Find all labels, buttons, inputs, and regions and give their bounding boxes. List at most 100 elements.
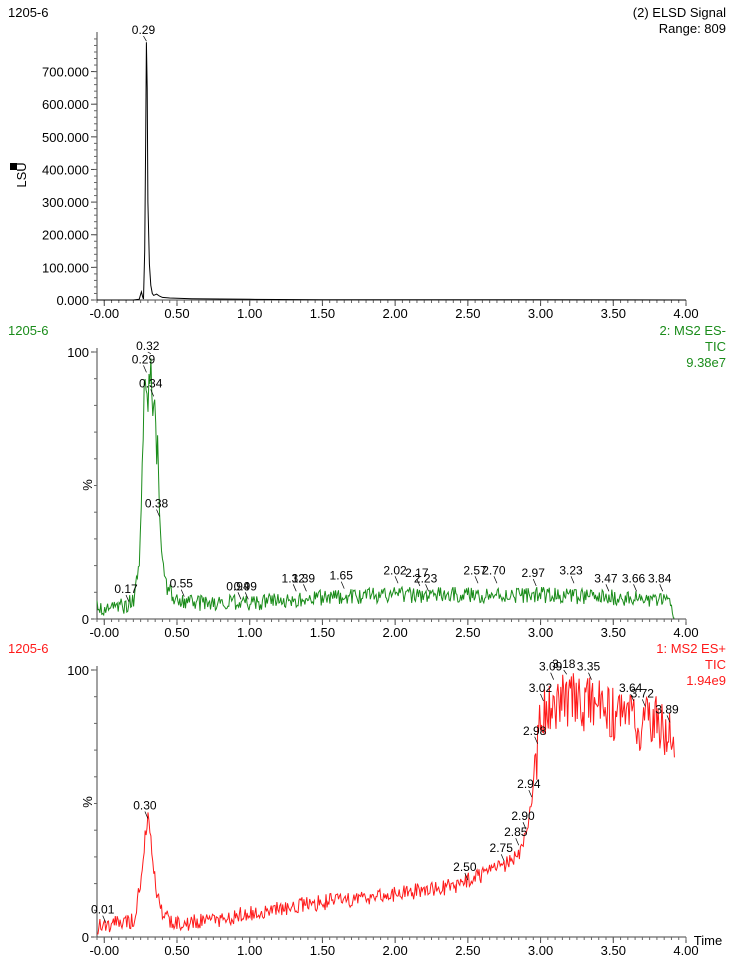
ms-negative-peak-label: 2.70 bbox=[482, 563, 506, 577]
ms-positive-peak-leader bbox=[528, 790, 533, 798]
ms-positive-title-line-2: TIC bbox=[705, 657, 726, 672]
ms-negative-peak-leader bbox=[147, 351, 151, 354]
ms-positive-peak-leader bbox=[588, 672, 592, 680]
ms-negative-peak-leader bbox=[493, 576, 498, 584]
ms-negative-peak-label: 0.99 bbox=[234, 579, 258, 593]
ms-positive-x-tick-label: 3.00 bbox=[528, 943, 553, 958]
elsd-x-tick-label: 3.00 bbox=[528, 306, 553, 321]
ms-negative-x-tick-label: 0.50 bbox=[164, 625, 189, 640]
ms-positive-panel: 1205-6 1: MS2 ES+ TIC 1.94e9 % Time -0.0… bbox=[8, 641, 726, 958]
elsd-y-tick-label: 100.000 bbox=[42, 260, 89, 275]
ms-positive-x-tick-label: 3.50 bbox=[601, 943, 626, 958]
elsd-x-tick-label: -0.00 bbox=[89, 306, 119, 321]
ms-positive-y-tick-label: 100 bbox=[67, 663, 89, 678]
elsd-y-tick-label: 500.000 bbox=[42, 130, 89, 145]
ms-positive-x-tick-label: 1.50 bbox=[310, 943, 335, 958]
ms-positive-peak-label: 3.09 bbox=[539, 660, 563, 674]
ms-negative-peak-leader bbox=[340, 581, 345, 589]
elsd-peak-label: 0.29 bbox=[132, 23, 156, 37]
ms-negative-title-line-3: 9.38e7 bbox=[686, 355, 726, 370]
ms-negative-peak-leader bbox=[532, 578, 537, 587]
ms-negative-peak-leader bbox=[125, 594, 130, 603]
ms-positive-title-line-1: 1: MS2 ES+ bbox=[656, 641, 726, 656]
ms-positive-x-tick-label: 2.00 bbox=[382, 943, 407, 958]
ms-positive-trace-line bbox=[96, 673, 675, 935]
ms-positive-title-line-3: 1.94e9 bbox=[686, 673, 726, 688]
ms-negative-peak-label: 3.66 bbox=[622, 571, 646, 585]
ms-negative-panel: 1205-6 2: MS2 ES- TIC 9.38e7 % -0.00 0.50… bbox=[8, 323, 726, 640]
ms-negative-peak-leader bbox=[474, 576, 479, 584]
ms-negative-peak-leader bbox=[425, 584, 429, 592]
ms-positive-peak-label: 0.30 bbox=[133, 799, 157, 813]
ms-negative-trace-line bbox=[96, 358, 675, 619]
ms-positive-x-tick-label: -0.00 bbox=[89, 943, 119, 958]
ms-positive-peak-leader bbox=[534, 736, 538, 744]
elsd-y-tick-label: 400.000 bbox=[42, 162, 89, 177]
ms-negative-peak-label: 1.65 bbox=[330, 569, 354, 583]
elsd-x-tick-label: 1.00 bbox=[237, 306, 262, 321]
ms-negative-peak-label: 3.23 bbox=[559, 563, 583, 577]
ms-negative-x-tick-label: 1.00 bbox=[237, 625, 262, 640]
ms-negative-x-tick-label: -0.00 bbox=[89, 625, 119, 640]
ms-positive-y-axis-label: % bbox=[80, 796, 95, 808]
ms-positive-sample-label: 1205-6 bbox=[8, 641, 48, 656]
ms-positive-peak-label: 3.18 bbox=[552, 657, 576, 671]
elsd-trace-line bbox=[97, 42, 687, 301]
elsd-panel: 1205-6 (2) ELSD Signal Range: 809 LSU -0… bbox=[8, 5, 726, 321]
ms-negative-peak-leader bbox=[156, 509, 160, 517]
ms-positive-peak-label: 3.64 bbox=[619, 681, 643, 695]
elsd-x-tick-label: 2.50 bbox=[455, 306, 480, 321]
ms-positive-peak-label: 2.75 bbox=[490, 841, 514, 855]
ms-negative-peak-leader bbox=[394, 576, 399, 584]
ms-positive-peak-leader bbox=[515, 838, 520, 846]
ms-negative-peak-label: 2.02 bbox=[383, 563, 407, 577]
elsd-x-tick-label: 3.50 bbox=[601, 306, 626, 321]
ms-negative-peak-leader bbox=[633, 584, 637, 592]
ms-positive-x-tick-label: 0.50 bbox=[164, 943, 189, 958]
ms-negative-peak-label: 0.17 bbox=[114, 582, 138, 596]
elsd-range-text: Range: 809 bbox=[659, 21, 726, 36]
ms-negative-peak-leader bbox=[143, 365, 147, 373]
elsd-y-tick-label: 0.000 bbox=[56, 293, 89, 308]
lsu-unit-marker bbox=[10, 163, 17, 170]
elsd-x-tick-label: 0.50 bbox=[164, 306, 189, 321]
ms-negative-peak-leader bbox=[292, 584, 297, 592]
ms-negative-y-tick-label: 100 bbox=[67, 345, 89, 360]
ms-negative-peak-leader bbox=[570, 576, 575, 584]
elsd-plot: -0.00 0.50 1.00 1.50 2.00 2.50 3.00 3.50 4.00 0.0… bbox=[42, 23, 699, 321]
ms-positive-peak-label: 3.02 bbox=[529, 681, 553, 695]
elsd-y-tick-label: 600.000 bbox=[42, 97, 89, 112]
elsd-y-axis-label: LSU bbox=[14, 162, 29, 187]
ms-positive-y-tick-label: 0 bbox=[82, 930, 89, 945]
ms-positive-peak-label: 2.90 bbox=[511, 809, 535, 823]
ms-negative-peak-label: 0.32 bbox=[136, 339, 160, 353]
ms-positive-peak-label: 3.72 bbox=[631, 686, 655, 700]
elsd-sample-label: 1205-6 bbox=[8, 5, 48, 20]
ms-negative-peak-label: 2.17 bbox=[405, 566, 429, 580]
ms-negative-x-tick-label: 4.00 bbox=[673, 625, 698, 640]
ms-positive-peak-label: 2.50 bbox=[453, 860, 477, 874]
ms-negative-x-tick-label: 3.00 bbox=[528, 625, 553, 640]
ms-positive-peak-label: 2.94 bbox=[517, 777, 541, 791]
ms-negative-peak-leader bbox=[416, 578, 421, 587]
elsd-trace-title: (2) ELSD Signal bbox=[633, 5, 726, 20]
ms-positive-peak-leader bbox=[550, 672, 554, 680]
ms-negative-sample-label: 1205-6 bbox=[8, 323, 48, 338]
ms-negative-peak-label: 0.55 bbox=[170, 577, 194, 591]
elsd-y-tick-label: 200.000 bbox=[42, 228, 89, 243]
ms-negative-peak-label: 0.94 bbox=[226, 579, 250, 593]
ms-negative-peak-leader bbox=[150, 389, 155, 397]
ms-negative-peak-label: 1.39 bbox=[292, 571, 316, 585]
ms-negative-x-tick-label: 2.00 bbox=[382, 625, 407, 640]
ms-positive-peak-leader bbox=[102, 915, 107, 923]
ms-positive-peak-label: 3.89 bbox=[655, 702, 679, 716]
ms-positive-peak-leader bbox=[500, 854, 505, 862]
ms-negative-peak-label: 3.84 bbox=[648, 571, 672, 585]
ms-positive-peak-label: 2.85 bbox=[504, 825, 528, 839]
ms-negative-peak-leader bbox=[605, 584, 610, 592]
ms-positive-peak-leader bbox=[540, 693, 544, 702]
ms-negative-peak-leader bbox=[237, 592, 242, 600]
ms-negative-peak-label: 0.29 bbox=[132, 352, 156, 366]
ms-negative-peak-leader bbox=[180, 589, 185, 597]
